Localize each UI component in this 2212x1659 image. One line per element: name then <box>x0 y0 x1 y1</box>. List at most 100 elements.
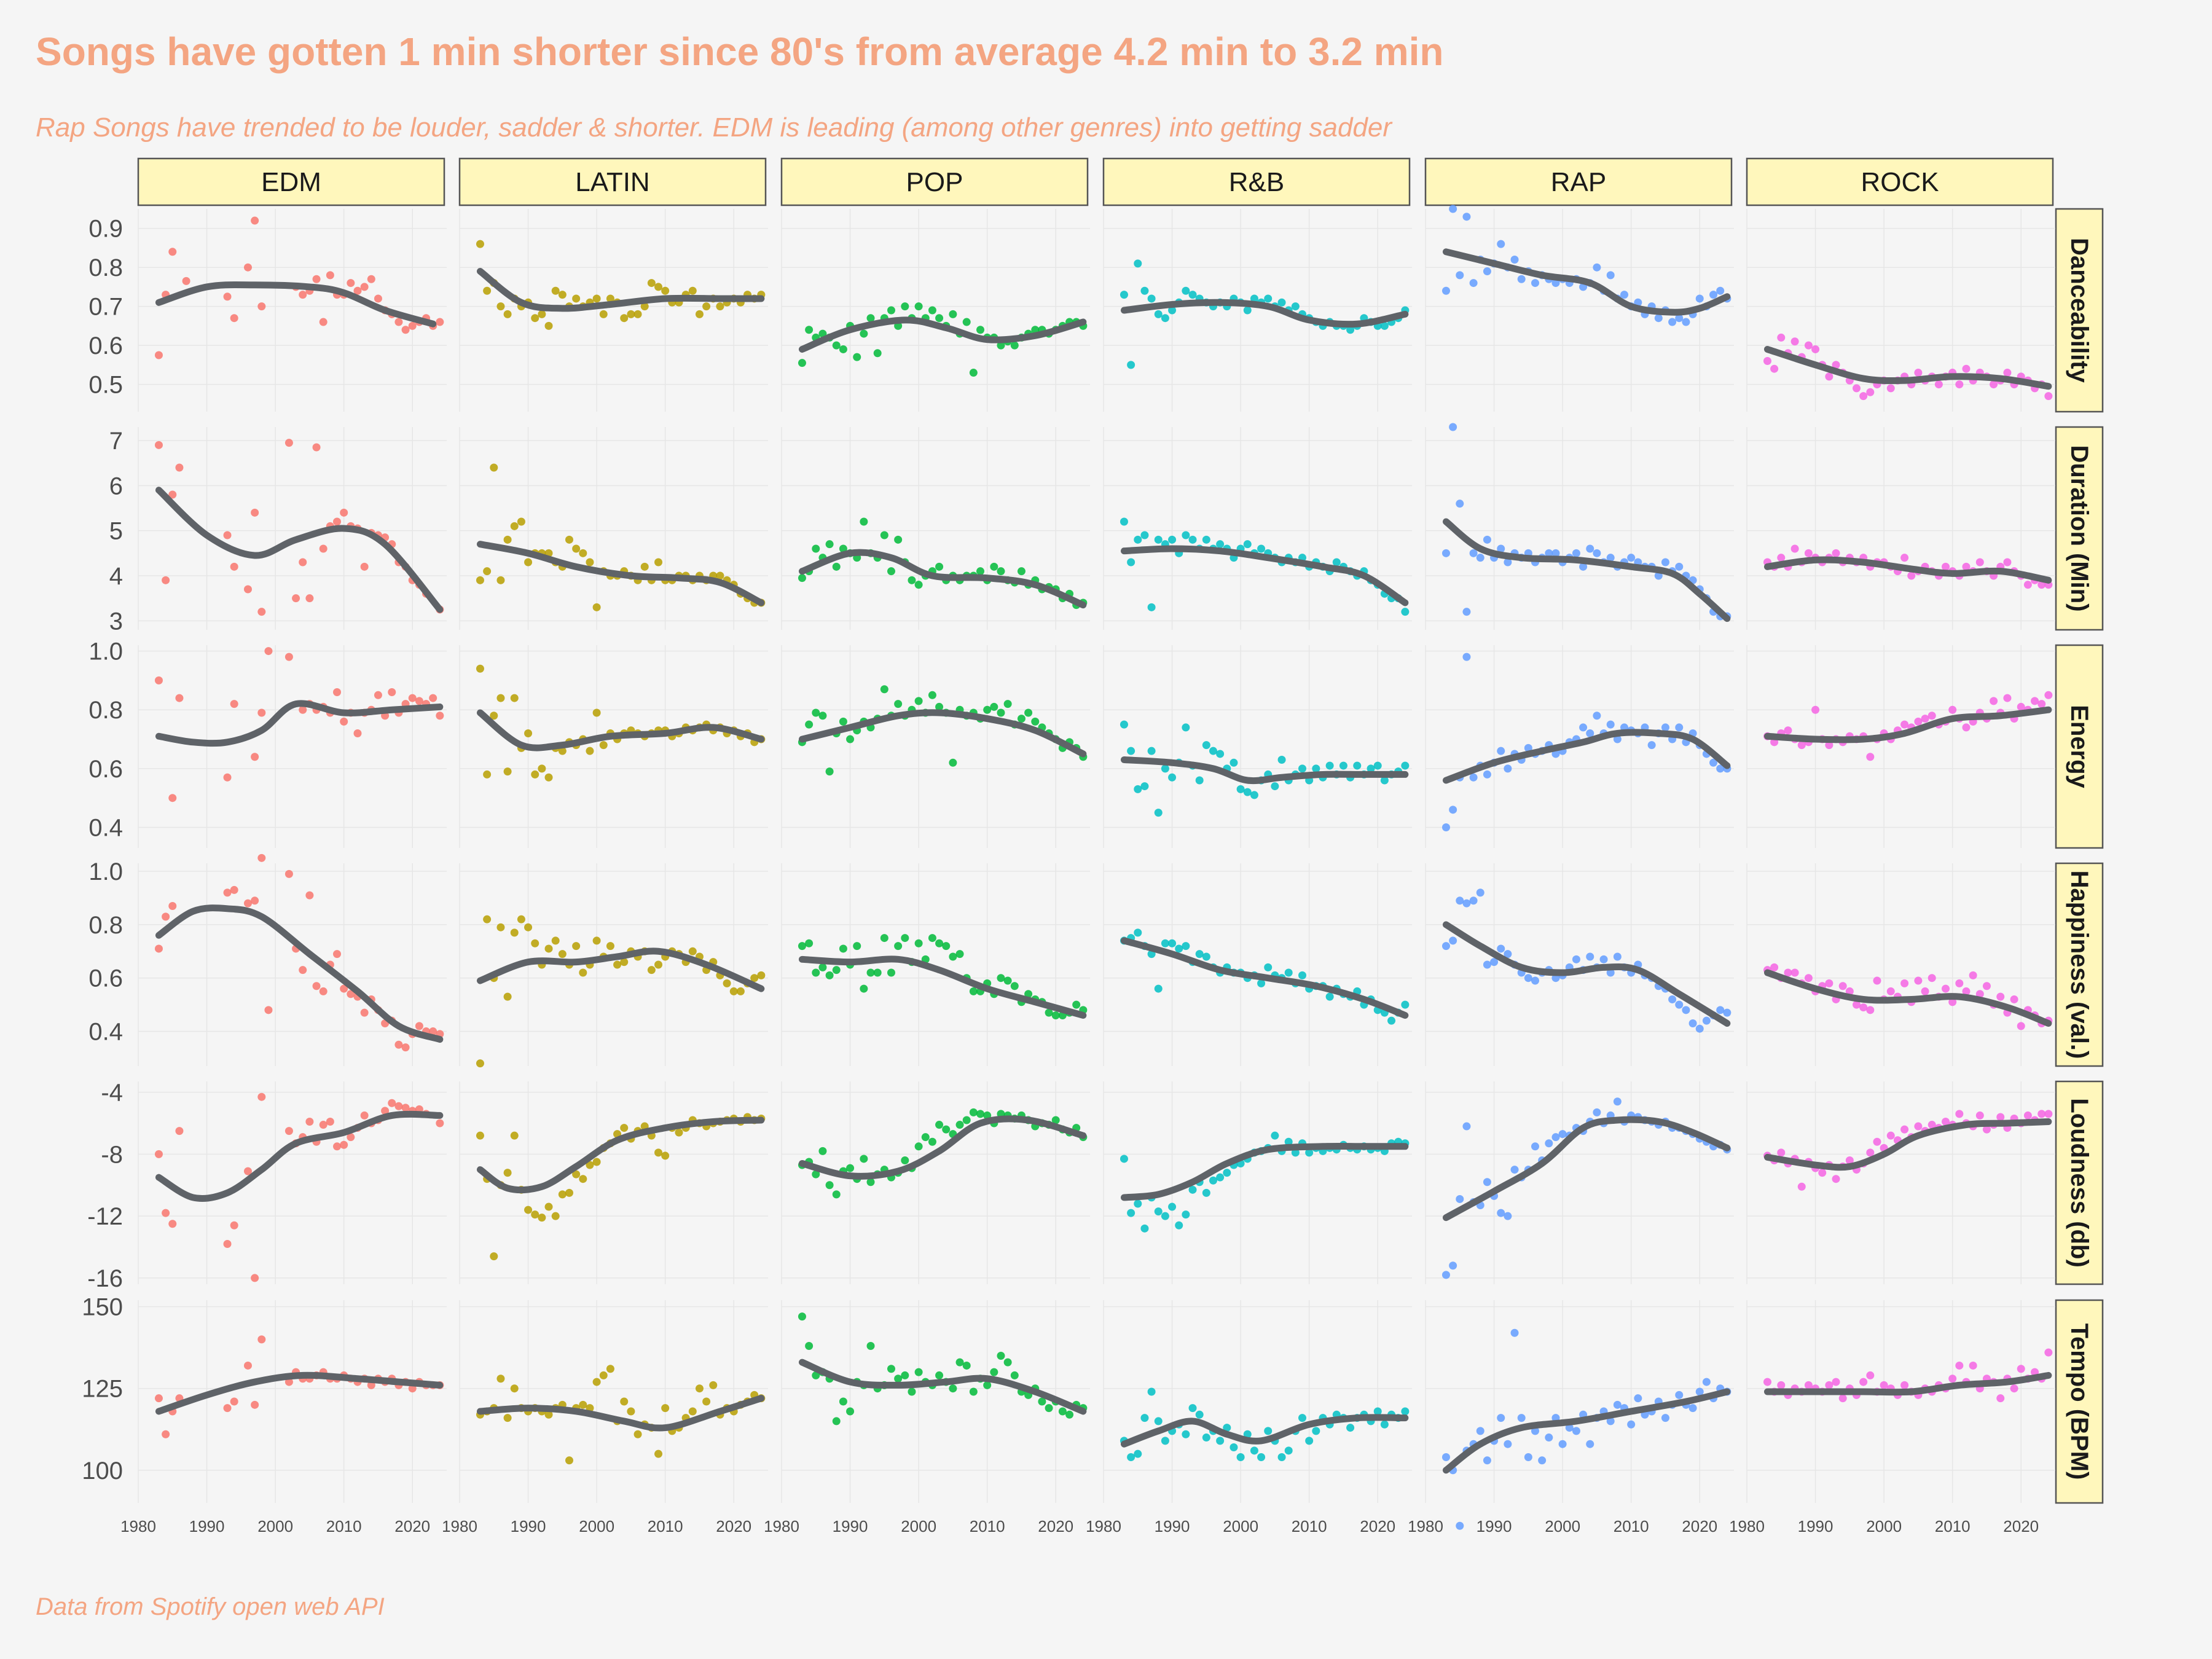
data-point <box>1593 712 1601 720</box>
data-point <box>1483 960 1491 969</box>
data-point <box>1770 963 1779 971</box>
data-point <box>1777 1381 1786 1389</box>
data-point <box>223 773 232 782</box>
data-point <box>914 939 923 947</box>
data-point <box>798 942 806 951</box>
data-point <box>592 603 601 611</box>
data-point <box>955 1121 964 1129</box>
x-tick-label: 2020 <box>716 1517 751 1535</box>
data-point <box>1579 562 1588 571</box>
data-point <box>1202 741 1210 750</box>
data-point <box>1456 896 1464 905</box>
x-tick-label: 1980 <box>1729 1517 1765 1535</box>
trend-line <box>155 700 444 747</box>
data-point <box>1716 764 1725 773</box>
data-point <box>750 974 759 982</box>
data-point <box>1634 1394 1642 1403</box>
y-axis-energy: 0.4 0.6 0.8 1.0 <box>88 638 123 842</box>
data-point <box>1346 1424 1355 1432</box>
data-point <box>264 647 273 656</box>
data-point <box>299 558 307 567</box>
data-point <box>1469 279 1478 288</box>
data-point <box>1154 310 1163 318</box>
x-tick-label: 1990 <box>1477 1517 1512 1535</box>
data-point <box>1942 1117 1950 1126</box>
data-point <box>401 1043 410 1052</box>
y-tick-label: -4 <box>101 1080 123 1107</box>
data-point <box>1804 1381 1813 1389</box>
data-point <box>551 1212 560 1220</box>
data-point <box>1832 549 1840 557</box>
data-point <box>1497 1414 1505 1422</box>
data-point <box>1996 1113 2005 1121</box>
data-point <box>1209 747 1217 755</box>
data-point <box>1811 345 1820 353</box>
data-point <box>1504 950 1512 959</box>
data-point <box>1695 1387 1704 1396</box>
data-point <box>798 1312 806 1321</box>
data-point <box>812 968 820 977</box>
data-point <box>825 540 834 549</box>
data-point <box>1216 540 1225 549</box>
trend-line <box>1442 1388 1731 1474</box>
data-point <box>1188 1185 1197 1194</box>
data-point <box>997 974 1005 982</box>
data-point <box>627 1407 635 1416</box>
data-point <box>798 574 806 582</box>
data-point <box>1558 1440 1567 1448</box>
y-tick-label: 100 <box>82 1457 123 1484</box>
panel-pop-tempo-bpm <box>781 1300 1090 1503</box>
data-point <box>1510 1328 1519 1337</box>
data-point <box>1202 535 1210 544</box>
data-point <box>894 700 903 708</box>
data-point <box>1147 294 1156 303</box>
data-point <box>757 971 766 979</box>
data-point <box>1195 776 1204 785</box>
data-point <box>264 1006 273 1014</box>
data-point <box>839 1397 847 1406</box>
data-point <box>914 697 923 705</box>
data-point <box>1996 1394 2005 1403</box>
data-point <box>1223 1169 1231 1177</box>
data-point <box>1682 1006 1690 1014</box>
data-point <box>983 1381 992 1389</box>
data-point <box>914 302 923 311</box>
data-point <box>818 1147 827 1155</box>
data-point <box>1804 341 1813 350</box>
panel-edm-energy <box>138 645 447 848</box>
data-point <box>592 1378 601 1386</box>
y-tick-label: 0.4 <box>88 815 123 842</box>
data-point <box>510 694 519 702</box>
data-point <box>1140 1414 1149 1422</box>
trend-line <box>1763 706 2052 743</box>
strip-box <box>2055 644 2104 849</box>
trend-line <box>1442 248 1731 316</box>
x-tick-label: 1980 <box>120 1517 156 1535</box>
y-tick-label: 0.9 <box>88 216 123 243</box>
x-tick-label: 2020 <box>394 1517 430 1535</box>
data-point <box>1441 1453 1450 1461</box>
data-point <box>1804 974 1813 982</box>
data-point <box>1202 1433 1210 1442</box>
data-point <box>243 263 252 272</box>
chart-subtitle: Rap Songs have trended to be louder, sad… <box>36 112 1393 143</box>
trend-line <box>1120 545 1409 606</box>
data-point <box>880 685 888 694</box>
data-point <box>880 934 888 943</box>
data-point <box>997 341 1005 350</box>
strip-r-b: R&B <box>1102 157 1411 206</box>
data-point <box>531 314 539 323</box>
data-point <box>1182 1430 1190 1438</box>
data-point <box>1688 1019 1697 1028</box>
data-point <box>1990 380 1998 389</box>
data-point <box>990 562 998 571</box>
data-point <box>990 702 998 711</box>
data-point <box>1230 1443 1238 1452</box>
strip-box <box>1102 157 1411 206</box>
data-point <box>1613 735 1622 743</box>
data-point <box>1332 558 1341 567</box>
strip-box <box>2055 862 2104 1067</box>
strip-box <box>137 157 445 206</box>
data-point <box>1298 971 1307 979</box>
